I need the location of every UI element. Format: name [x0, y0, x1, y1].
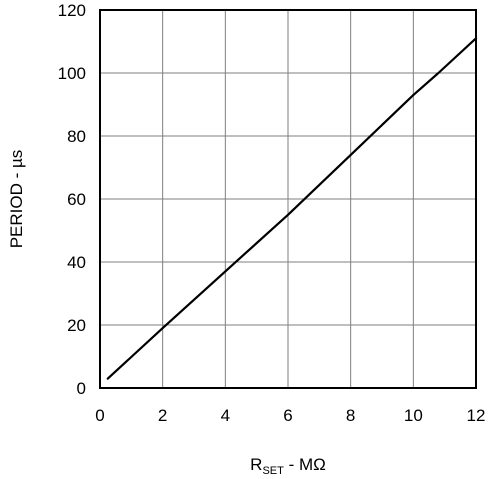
- x-tick-label-12: 12: [467, 406, 486, 425]
- x-tick-label-8: 8: [346, 406, 355, 425]
- series-line-0: [106, 37, 478, 380]
- x-axis-title-unit: - MΩ: [284, 455, 326, 474]
- y-axis-ticks: 0 20 40 60 80 100 120: [58, 1, 86, 398]
- x-tick-label-4: 4: [221, 406, 230, 425]
- x-tick-label-0: 0: [95, 406, 104, 425]
- x-axis-ticks: 0 2 4 6 8 10 12: [95, 406, 485, 425]
- y-tick-label-0: 0: [77, 379, 86, 398]
- plot-frame: [99, 9, 477, 389]
- y-tick-label-80: 80: [67, 127, 86, 146]
- y-tick-label-60: 60: [67, 190, 86, 209]
- series-group: [106, 37, 478, 380]
- y-axis-title: PERIOD - µs: [7, 150, 26, 249]
- x-tick-label-6: 6: [283, 406, 292, 425]
- x-tick-label-10: 10: [404, 406, 423, 425]
- y-tick-label-120: 120: [58, 1, 86, 20]
- y-tick-label-20: 20: [67, 316, 86, 335]
- y-tick-label-100: 100: [58, 64, 86, 83]
- x-tick-label-2: 2: [158, 406, 167, 425]
- y-tick-label-40: 40: [67, 253, 86, 272]
- x-axis-title-main: R: [250, 455, 262, 474]
- grid: [100, 10, 476, 388]
- x-axis-title-subscript: SET: [262, 465, 284, 477]
- x-axis-title: RSET - MΩ: [250, 455, 326, 477]
